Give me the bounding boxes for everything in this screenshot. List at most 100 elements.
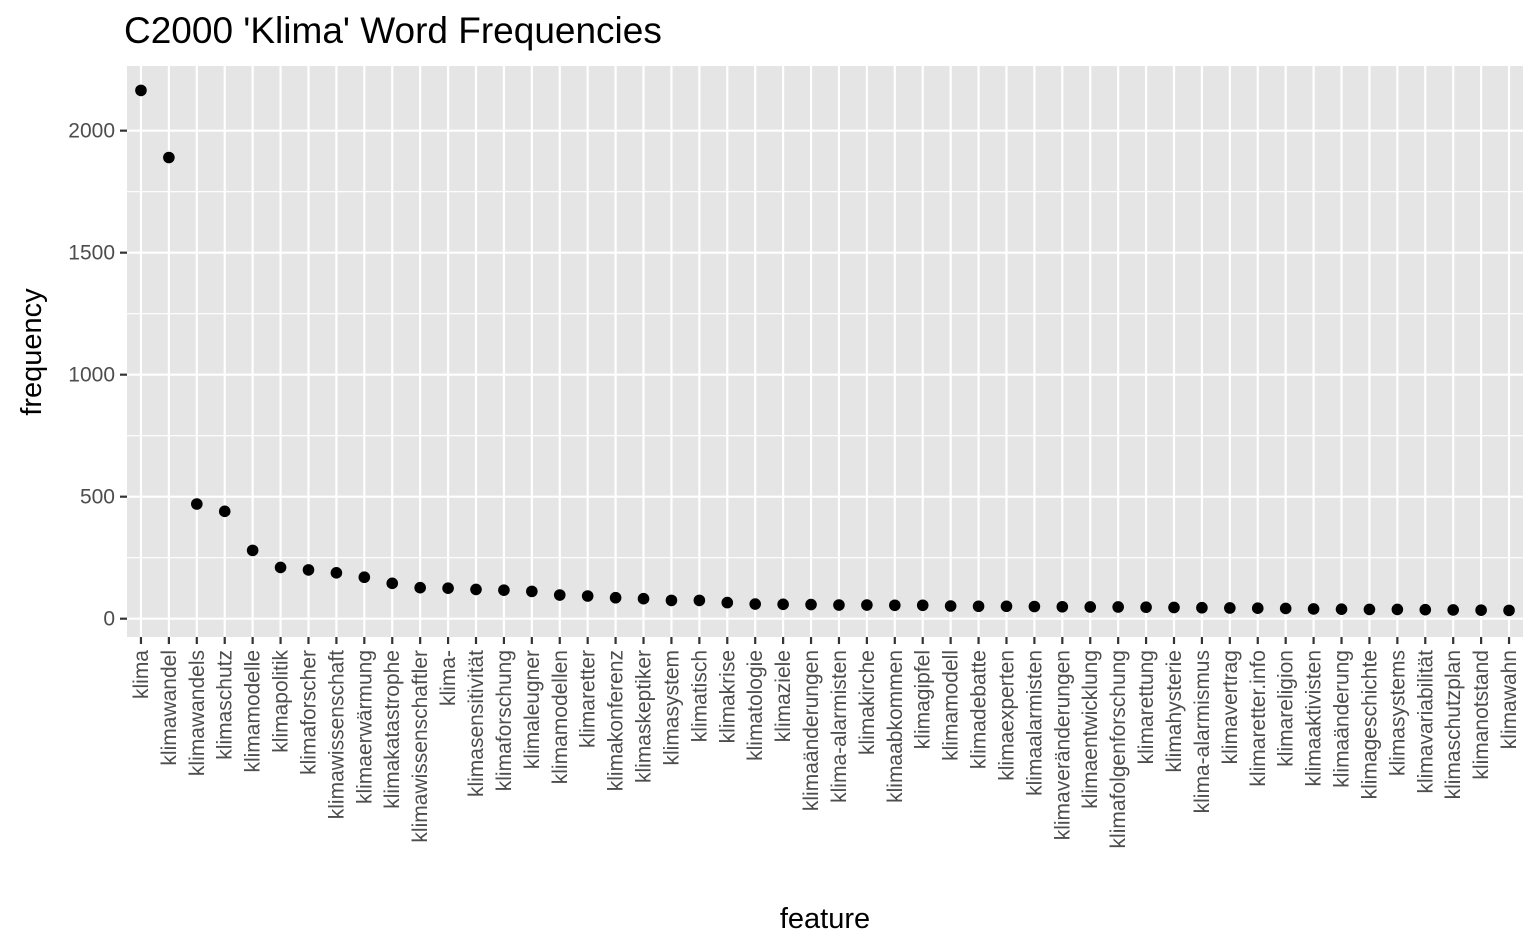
x-tick-label: klimaveränderungen <box>1051 650 1074 840</box>
x-tick-label: klimavariabilität <box>1414 650 1437 794</box>
x-tick-label: klimakatastrophe <box>381 650 404 809</box>
y-tick-label: 0 <box>103 608 115 631</box>
data-point <box>1391 603 1404 616</box>
x-tick-label: klimaretter <box>577 650 600 748</box>
x-tick-label: klimaskeptiker <box>633 650 656 783</box>
data-point <box>1335 603 1348 615</box>
x-tick-label: klimaänderung <box>1331 650 1354 788</box>
x-tick-label: klima-alarmisten <box>828 650 851 803</box>
data-point <box>1140 601 1152 614</box>
data-point <box>274 561 287 574</box>
data-point <box>777 598 789 611</box>
data-point <box>609 591 622 604</box>
y-axis: 0 500 1000 1500 2000 <box>68 120 127 631</box>
data-point <box>553 589 566 601</box>
data-point <box>302 564 315 576</box>
data-point <box>218 505 231 518</box>
x-tick-label: klimaabkommen <box>884 650 907 803</box>
data-point <box>1028 600 1041 613</box>
data-point <box>1112 601 1124 613</box>
x-tick-label: klimaleugner <box>521 650 544 769</box>
y-tick-label: 2000 <box>68 120 115 143</box>
x-tick-label: klimadebatte <box>968 650 991 769</box>
data-point <box>1224 602 1236 614</box>
x-tick-label: klimamodell <box>940 650 963 761</box>
x-axis-title: feature <box>780 903 870 935</box>
x-tick-label: klimaalarmisten <box>1023 650 1046 796</box>
data-point <box>1084 601 1097 613</box>
x-tick-label: klimawandel <box>158 650 181 766</box>
x-tick-label: klima-alarmismus <box>1191 650 1214 813</box>
data-point <box>944 600 957 612</box>
x-axis: klima klimawandel klimawandels klimaschutz k… <box>130 637 1521 848</box>
x-tick-label: klimawandels <box>186 650 209 776</box>
x-tick-label: klimamodelle <box>242 650 265 773</box>
plot-panel <box>127 66 1523 637</box>
x-tick-label: klimaforscher <box>297 650 320 775</box>
data-point <box>916 599 929 612</box>
data-point <box>972 600 985 613</box>
x-tick-label: klimakonferenz <box>605 650 628 791</box>
data-point <box>1503 604 1515 617</box>
y-tick-label: 1500 <box>68 242 115 265</box>
x-tick-label: klima- <box>437 650 460 706</box>
data-point <box>386 577 399 590</box>
data-point <box>163 151 175 164</box>
data-point <box>246 544 259 557</box>
x-tick-label: klimagipfel <box>912 650 935 749</box>
x-tick-label: klimarettung <box>1135 650 1158 764</box>
x-tick-label: klimafolgenforschung <box>1107 650 1130 848</box>
x-tick-label: klimamodellen <box>549 650 572 784</box>
x-tick-label: klimaerwärmung <box>353 650 376 804</box>
x-tick-label: klimavertrag <box>1219 650 1242 764</box>
data-point <box>1307 603 1320 615</box>
data-point <box>442 582 454 594</box>
data-point <box>693 594 706 607</box>
x-tick-label: klimasystem <box>660 650 683 766</box>
data-point <box>191 498 203 510</box>
data-point <box>889 599 901 612</box>
x-tick-label: klimareligion <box>1275 650 1298 767</box>
x-tick-label: klimaaktivisten <box>1303 650 1326 787</box>
data-point <box>1251 602 1264 615</box>
x-tick-label: klimawissenschaftler <box>409 650 432 843</box>
data-point <box>1056 600 1069 613</box>
y-axis-title: frequency <box>16 288 48 416</box>
data-point <box>637 592 650 605</box>
data-point <box>1279 602 1292 615</box>
x-tick-label: klimaexperten <box>995 650 1018 781</box>
data-point <box>135 84 147 97</box>
data-point <box>581 590 594 602</box>
x-tick-label: klimahysterie <box>1163 650 1186 773</box>
x-tick-label: klimatologie <box>744 650 767 761</box>
y-tick-label: 1000 <box>68 364 115 387</box>
data-point <box>470 583 482 596</box>
x-tick-label: klimageschichte <box>1358 650 1381 799</box>
x-tick-label: klimakrise <box>716 650 739 743</box>
data-point <box>1447 604 1459 616</box>
x-tick-label: klimawissenschaft <box>325 650 348 819</box>
x-tick-label: klimapolitik <box>270 650 293 753</box>
data-point <box>1363 603 1376 616</box>
x-tick-label: klimaschutz <box>214 650 237 760</box>
gridlines <box>127 66 1523 637</box>
data-points <box>135 84 1515 617</box>
x-tick-label: klimaentwicklung <box>1079 650 1102 809</box>
x-tick-label: klimanotstand <box>1470 650 1493 780</box>
x-tick-label: klima <box>130 650 153 699</box>
data-point <box>330 567 343 579</box>
data-point <box>721 596 734 609</box>
data-point <box>833 599 845 611</box>
data-point <box>805 598 817 611</box>
x-tick-label: klimakirche <box>856 650 879 755</box>
x-tick-label: klimatisch <box>688 650 711 742</box>
chart-title: C2000 'Klima' Word Frequencies <box>124 10 662 51</box>
x-tick-label: klimaschutzplan <box>1442 650 1465 799</box>
x-tick-label: klimaziele <box>772 650 795 742</box>
data-point <box>1168 601 1180 614</box>
data-point <box>1475 604 1487 616</box>
x-tick-label: klimawahn <box>1498 650 1521 749</box>
data-point <box>1196 601 1208 614</box>
data-point <box>861 599 873 611</box>
